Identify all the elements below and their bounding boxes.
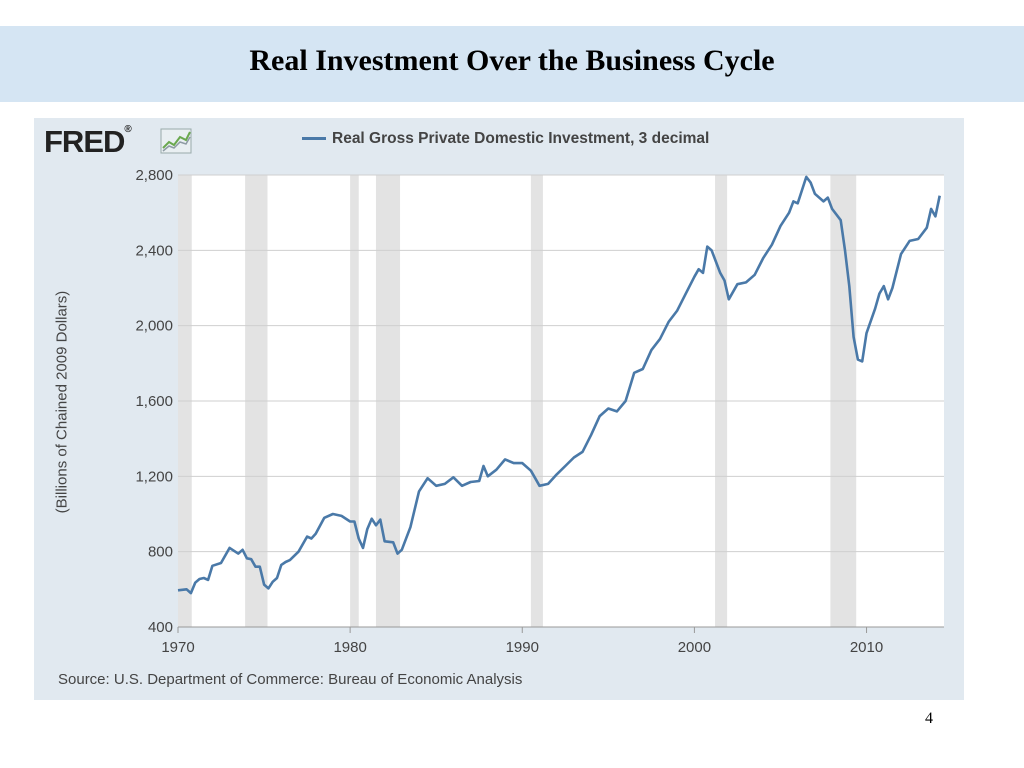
fred-logo: FRED® <box>44 124 132 160</box>
y-tick-label: 1,600 <box>135 393 173 410</box>
y-tick-label: 400 <box>148 619 173 636</box>
legend-line-swatch <box>302 137 326 141</box>
y-tick-label: 2,800 <box>135 167 173 184</box>
legend-series-name: Real Gross Private Domestic Investment, … <box>332 130 710 147</box>
page-number: 4 <box>925 710 933 727</box>
slide-header-band <box>0 26 1024 102</box>
series-line <box>177 175 941 595</box>
y-tick-label: 2,400 <box>135 242 173 259</box>
y-axis-label: (Billions of Chained 2009 Dollars) <box>53 290 71 514</box>
x-tick-label: 1970 <box>161 639 194 656</box>
chart-legend: Real Gross Private Domestic Investment, … <box>302 130 709 148</box>
fred-chart-icon <box>160 128 192 154</box>
fred-logo-text: FRED <box>44 124 125 159</box>
x-tick-label: 2000 <box>678 639 711 656</box>
chart-source: Source: U.S. Department of Commerce: Bur… <box>58 671 523 688</box>
x-tick-label: 1990 <box>506 639 539 656</box>
x-tick-label: 1980 <box>333 639 366 656</box>
y-tick-label: 2,000 <box>135 318 173 335</box>
investment-line-chart: 400 800 1,200 1,600 2,000 2,400 2,800 1970 1980 1… <box>135 167 944 656</box>
y-tick-label: 1,200 <box>135 468 173 485</box>
y-tick-label: 800 <box>148 544 173 561</box>
slide-title: Real Investment Over the Business Cycle <box>249 44 775 77</box>
fred-logo-reg: ® <box>124 124 132 135</box>
x-tick-label: 2010 <box>850 639 883 656</box>
